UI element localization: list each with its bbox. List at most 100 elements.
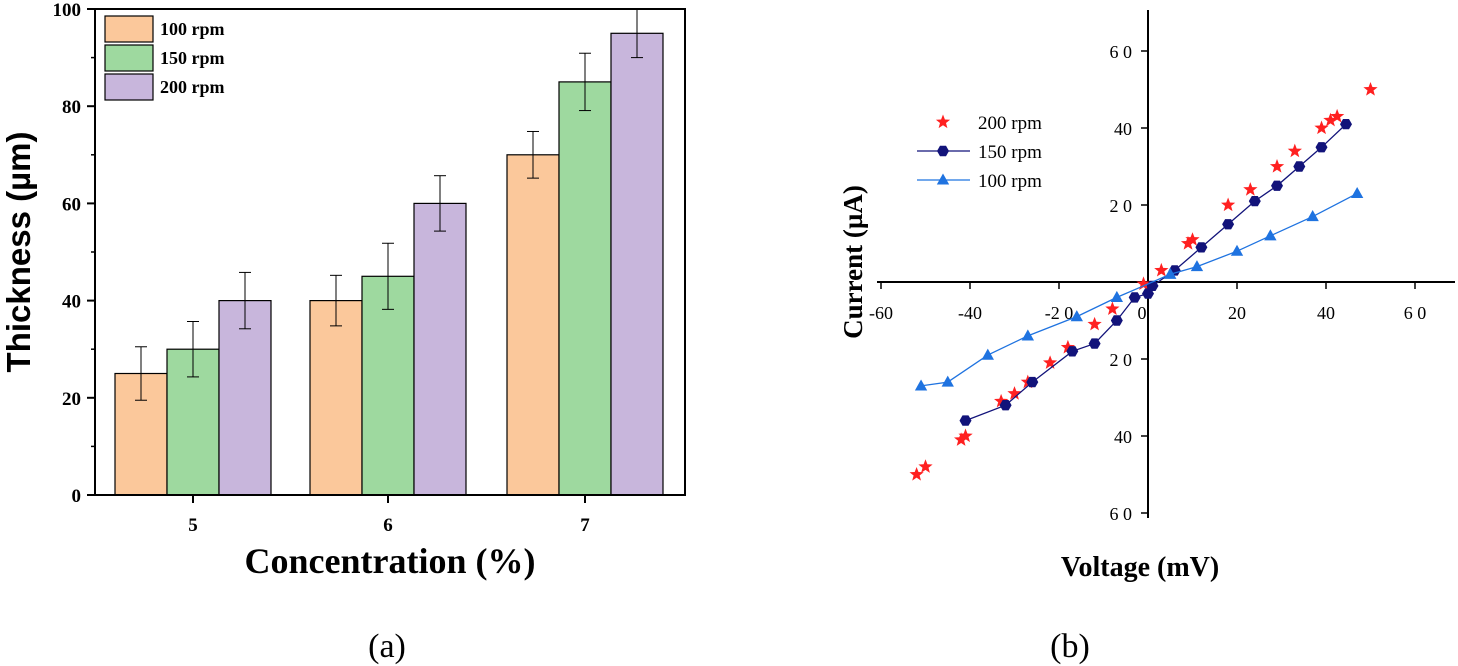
y-tick-label: 20 (62, 389, 81, 410)
legend-label: 150 rpm (160, 48, 225, 68)
hexagon-marker (1340, 119, 1352, 130)
star-marker (918, 459, 933, 473)
star-marker (1243, 182, 1258, 196)
hexagon-marker (999, 400, 1012, 411)
star-marker (994, 393, 1009, 408)
triangle-marker (936, 173, 950, 185)
x-tick-label: -2 0 (1045, 303, 1074, 323)
triangle-marker (1070, 310, 1083, 322)
legend-label: 200 rpm (160, 77, 225, 97)
star-marker (1007, 386, 1022, 400)
triangle-marker (1190, 260, 1204, 272)
x-tick-label: 6 (383, 515, 393, 536)
legend-label: 150 rpm (978, 142, 1042, 163)
x-tick-label: 0 (1138, 303, 1147, 323)
star-marker (1185, 232, 1200, 246)
y-tick-label: 80 (62, 97, 81, 118)
bar (558, 81, 612, 496)
triangle-marker (914, 379, 928, 391)
hexagon-marker (1222, 219, 1235, 230)
star-marker (909, 467, 924, 481)
triangle-marker (1306, 210, 1319, 222)
hexagon-marker (1293, 161, 1306, 172)
x-tick-label: 40 (1317, 303, 1335, 323)
x-tick-label: 5 (188, 515, 198, 536)
bar-chart-panel: 0 20 40 60 80 100 5 6 7 100 rpm 150 rpm 200 rpm T… (0, 0, 686, 665)
triangle-marker (1021, 329, 1035, 341)
hexagon-marker (1110, 315, 1123, 326)
legend-swatch (104, 73, 154, 101)
hexagon-marker (1195, 242, 1208, 253)
triangle-marker (1164, 267, 1177, 279)
x-axis-ticks: -60 -40 -2 0 0 20 40 6 0 (869, 282, 1426, 323)
bar (506, 154, 560, 496)
series-line (920, 192, 1358, 387)
y-tick-label: 0 (72, 486, 82, 507)
hexagon-marker (1088, 338, 1101, 349)
y-tick-label: 40 (1114, 427, 1132, 447)
star-marker (935, 114, 951, 129)
triangle-marker (1230, 244, 1244, 256)
bar-group (114, 32, 664, 496)
y-axis-ticks: 0 20 40 60 80 100 (53, 0, 95, 507)
star-marker (1060, 339, 1075, 354)
y-tick-label: 100 (53, 0, 82, 21)
star-marker (1330, 108, 1345, 123)
star-marker (1154, 262, 1169, 277)
panel-label-b: (b) (1050, 628, 1090, 665)
legend-swatch (104, 15, 154, 43)
hexagon-marker (1066, 346, 1079, 357)
y-tick-label: 2 0 (1110, 196, 1133, 216)
hexagon-marker (1026, 376, 1039, 388)
legend-swatch (104, 44, 154, 72)
y-tick-label: 2 0 (1110, 350, 1133, 370)
legend: 100 rpm 150 rpm 200 rpm (104, 15, 225, 101)
hexagon-marker (1128, 292, 1141, 303)
x-tick-label: -60 (869, 303, 893, 323)
x-axis-title: Voltage (mV) (1061, 552, 1219, 583)
bar (610, 32, 664, 496)
x-tick-label: 6 0 (1404, 303, 1427, 323)
y-tick-label: 6 0 (1110, 504, 1133, 524)
star-marker (1287, 143, 1302, 158)
star-marker (1180, 236, 1196, 250)
star-marker (1221, 197, 1236, 212)
triangle-marker (981, 348, 994, 360)
star-marker (954, 432, 969, 446)
x-axis-title: Concentration (%) (245, 541, 536, 581)
star-marker (1314, 120, 1329, 135)
star-marker (1105, 301, 1120, 315)
star-marker (1363, 82, 1378, 96)
legend-label: 200 rpm (978, 113, 1042, 134)
x-tick-label: 20 (1228, 303, 1246, 323)
series (959, 119, 1352, 426)
star-marker (1269, 159, 1285, 173)
star-marker (1043, 355, 1058, 369)
y-axis-title: Current (µA) (838, 185, 868, 339)
triangle-marker (1350, 186, 1364, 198)
legend-label: 100 rpm (160, 19, 225, 39)
y-tick-label: 40 (1114, 119, 1132, 139)
x-tick-label: 7 (580, 515, 590, 536)
y-tick-label: 40 (62, 292, 81, 313)
hexagon-marker (1271, 180, 1283, 191)
legend: 200 rpm 150 rpm 100 rpm (917, 113, 1042, 192)
y-tick-label: 60 (62, 194, 81, 215)
x-axis-ticks: 5 6 7 (188, 495, 590, 536)
legend-label: 100 rpm (978, 171, 1042, 192)
star-marker (958, 428, 973, 443)
series-group (909, 82, 1378, 481)
triangle-marker (1264, 229, 1277, 241)
star-marker (1136, 276, 1151, 290)
panel-label-a: (a) (368, 628, 406, 665)
y-axis-title: Thickness (µm) (0, 132, 37, 373)
y-tick-label: 6 0 (1110, 42, 1133, 62)
bar (218, 300, 272, 496)
series-line (965, 123, 1347, 422)
triangle-marker (941, 375, 954, 387)
triangle-marker (1110, 290, 1124, 302)
hexagon-marker (1315, 142, 1328, 153)
bar (309, 300, 363, 496)
